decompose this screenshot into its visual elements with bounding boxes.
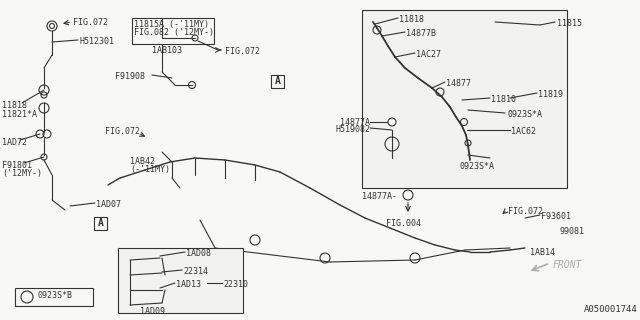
Text: 1AC27: 1AC27 xyxy=(416,50,441,59)
Text: 1AD07: 1AD07 xyxy=(96,200,121,209)
Text: FIG.082 ('12MY-): FIG.082 ('12MY-) xyxy=(134,28,214,37)
Text: 14877A-: 14877A- xyxy=(362,192,397,201)
Text: 1AB14: 1AB14 xyxy=(530,248,555,257)
Text: FIG.072: FIG.072 xyxy=(105,127,140,136)
Text: A: A xyxy=(275,76,281,86)
Text: 1AB103: 1AB103 xyxy=(152,46,182,55)
Text: 1AD09: 1AD09 xyxy=(140,307,165,316)
Text: A050001744: A050001744 xyxy=(584,305,638,314)
Text: FRONT: FRONT xyxy=(553,260,582,270)
Text: 99081: 99081 xyxy=(560,227,585,236)
Text: H512301: H512301 xyxy=(79,37,114,46)
Text: 22314: 22314 xyxy=(183,267,208,276)
Text: 1AD13: 1AD13 xyxy=(176,280,201,289)
Text: 1AD08: 1AD08 xyxy=(186,249,211,258)
Text: 1AD72: 1AD72 xyxy=(2,138,27,147)
Text: 11821*A: 11821*A xyxy=(2,110,37,119)
Text: FIG.072: FIG.072 xyxy=(73,18,108,27)
Bar xyxy=(118,248,243,313)
Text: (-'11MY): (-'11MY) xyxy=(130,165,170,174)
Text: 11818: 11818 xyxy=(399,15,424,24)
Bar xyxy=(15,288,93,306)
Text: ('12MY-): ('12MY-) xyxy=(2,169,42,178)
Text: FIG.072: FIG.072 xyxy=(508,207,543,216)
Text: FIG.004: FIG.004 xyxy=(386,219,421,228)
Bar xyxy=(271,75,284,88)
Text: F93601: F93601 xyxy=(541,212,571,221)
Bar xyxy=(132,18,214,44)
Text: 0923S*A: 0923S*A xyxy=(460,162,495,171)
Circle shape xyxy=(388,118,396,126)
Text: 0923S*B: 0923S*B xyxy=(37,291,72,300)
Text: F91908: F91908 xyxy=(115,72,145,81)
Text: 14877: 14877 xyxy=(446,79,471,88)
Text: FIG.072: FIG.072 xyxy=(225,47,260,56)
Text: 14877B: 14877B xyxy=(406,29,436,38)
Bar xyxy=(362,10,567,188)
Text: 11815A (-'11MY): 11815A (-'11MY) xyxy=(134,20,209,29)
Text: A: A xyxy=(98,218,104,228)
Text: 11819: 11819 xyxy=(538,90,563,99)
Bar xyxy=(94,217,107,230)
Text: 14877A: 14877A xyxy=(340,118,370,127)
Text: F91801: F91801 xyxy=(2,161,32,170)
Text: H519082: H519082 xyxy=(335,125,370,134)
Text: 0923S*A: 0923S*A xyxy=(507,110,542,119)
Text: 11818: 11818 xyxy=(2,101,27,110)
Text: 11810: 11810 xyxy=(491,95,516,104)
Text: 1AB42: 1AB42 xyxy=(130,157,155,166)
Text: 22310: 22310 xyxy=(223,280,248,289)
Text: 1AC62: 1AC62 xyxy=(511,127,536,136)
Text: 11815: 11815 xyxy=(557,19,582,28)
